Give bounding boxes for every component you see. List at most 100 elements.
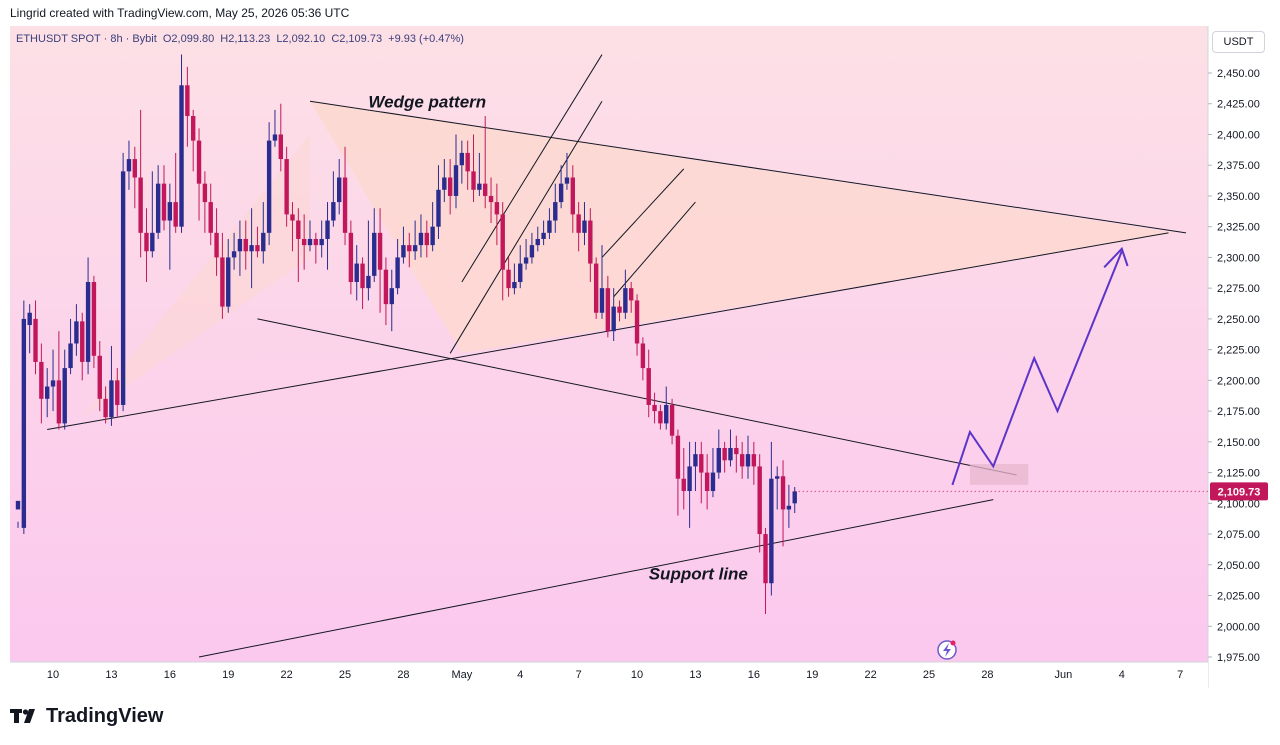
last-price-value: 2,109.73 xyxy=(1218,486,1261,498)
y-tick-label: 2,225.00 xyxy=(1217,345,1260,357)
price-chart[interactable]: Wedge pattern Support line 1,975.00 2,000.… xyxy=(10,26,1270,688)
candle-body xyxy=(500,214,505,270)
wedge-lower-line xyxy=(257,318,1017,476)
y-tick-label: 2,350.00 xyxy=(1217,191,1260,203)
candle-body xyxy=(693,454,698,467)
y-tick-label: 2,150.00 xyxy=(1217,437,1260,449)
candle-body xyxy=(710,472,716,492)
candle-body xyxy=(716,447,721,473)
plot-background xyxy=(10,26,1208,662)
candle-body xyxy=(360,263,365,289)
y-tick-label: 2,400.00 xyxy=(1217,129,1260,141)
brand-name: TradingView xyxy=(46,705,164,727)
y-tick-label: 2,325.00 xyxy=(1217,222,1260,234)
candles-layer xyxy=(15,54,797,614)
tradingview-logo[interactable]: TradingView xyxy=(10,705,163,728)
candle-body xyxy=(780,476,786,510)
candle-body xyxy=(734,447,739,455)
candle-body xyxy=(261,232,266,252)
x-tick-label: 16 xyxy=(164,669,176,681)
legend-open: O2,099.80 xyxy=(162,33,215,45)
candle-body xyxy=(646,368,651,405)
support-line xyxy=(198,499,994,658)
x-tick-label: 10 xyxy=(47,669,59,681)
candle-body xyxy=(56,380,62,424)
candle-body xyxy=(593,263,599,313)
x-tick-label: 7 xyxy=(576,669,582,681)
candle-body xyxy=(739,454,745,467)
candle-body xyxy=(576,214,581,233)
candle-body xyxy=(483,183,488,196)
candle-body xyxy=(494,202,500,215)
candle-body xyxy=(272,134,278,141)
candle-body xyxy=(85,282,91,362)
candle-body xyxy=(155,183,161,233)
candle-body xyxy=(640,343,646,369)
candle-body xyxy=(237,238,243,252)
price-scale[interactable] xyxy=(1208,26,1270,688)
x-axis: 10 13 16 19 22 25 28 May 4 7 10 13 16 19 22 25 28 Jun 4 7 xyxy=(47,669,1183,681)
candle-body xyxy=(80,321,85,362)
candle-body xyxy=(541,232,546,239)
projection-path xyxy=(951,250,1123,486)
candle-body xyxy=(570,177,575,215)
candle-body xyxy=(290,214,295,221)
candle-body xyxy=(366,275,371,289)
wedge-fill xyxy=(310,101,1175,354)
y-tick-label: 2,200.00 xyxy=(1217,375,1260,387)
candle-body xyxy=(179,85,184,227)
candle-body xyxy=(558,183,564,203)
candle-body xyxy=(611,306,616,332)
candle-body xyxy=(518,263,523,283)
candle-body xyxy=(91,282,97,356)
legend-symbol[interactable]: ETHUSDT SPOT · 8h · Bybit xyxy=(16,33,157,45)
candle-body xyxy=(658,411,663,424)
candle-body xyxy=(582,220,587,233)
candle-body xyxy=(704,472,710,492)
candle-body xyxy=(722,447,727,461)
candle-body xyxy=(599,288,605,313)
candle-body xyxy=(757,466,762,535)
candle-body xyxy=(255,245,260,252)
lightning-icon[interactable] xyxy=(937,640,957,660)
candle-body xyxy=(372,232,377,276)
last-price-label: 2,109.73 xyxy=(794,482,1268,501)
candle-body xyxy=(202,183,208,203)
candle-body xyxy=(191,116,196,141)
chart-area[interactable]: Wedge pattern Support line 1,975.00 2,000.… xyxy=(10,26,1270,688)
currency-button[interactable]: USDT xyxy=(1212,31,1265,53)
legend-close: C2,109.73 xyxy=(331,33,383,45)
candle-body xyxy=(728,447,733,461)
channel-2-upper xyxy=(601,168,685,258)
candle-body xyxy=(617,306,622,313)
candle-body xyxy=(68,343,73,369)
candle-body xyxy=(465,152,470,172)
time-scale[interactable] xyxy=(10,662,1208,688)
y-tick-label: 2,250.00 xyxy=(1217,314,1260,326)
x-tick-label: 4 xyxy=(517,669,523,681)
wedge-pattern-label: Wedge pattern xyxy=(368,92,486,111)
resistance-zone xyxy=(969,463,1029,485)
channel-1-lower xyxy=(449,101,603,354)
support-line-label: Support line xyxy=(649,565,748,584)
candle-body xyxy=(763,534,768,584)
y-tick-label: 2,175.00 xyxy=(1217,406,1260,418)
candle-body xyxy=(15,500,21,510)
y-tick-label: 2,125.00 xyxy=(1217,468,1260,480)
candle-body xyxy=(284,159,289,215)
y-tick-label: 2,025.00 xyxy=(1217,591,1260,603)
candle-body xyxy=(45,386,50,399)
candle-body xyxy=(681,478,686,492)
candle-body xyxy=(33,318,38,362)
attribution: Lingrid created with TradingView.com, Ma… xyxy=(10,6,350,20)
candle-body xyxy=(226,257,231,307)
x-tick-label: 13 xyxy=(689,669,701,681)
candle-body xyxy=(547,220,552,233)
x-tick-label: 7 xyxy=(1177,669,1183,681)
y-tick-label: 2,425.00 xyxy=(1217,99,1260,111)
candle-body xyxy=(652,404,657,412)
candle-body xyxy=(553,202,558,221)
candle-body xyxy=(266,140,272,233)
candle-body xyxy=(529,245,535,258)
symbol-legend[interactable]: ETHUSDT SPOT · 8h · Bybit O2,099.80 H2,1… xyxy=(16,33,467,45)
